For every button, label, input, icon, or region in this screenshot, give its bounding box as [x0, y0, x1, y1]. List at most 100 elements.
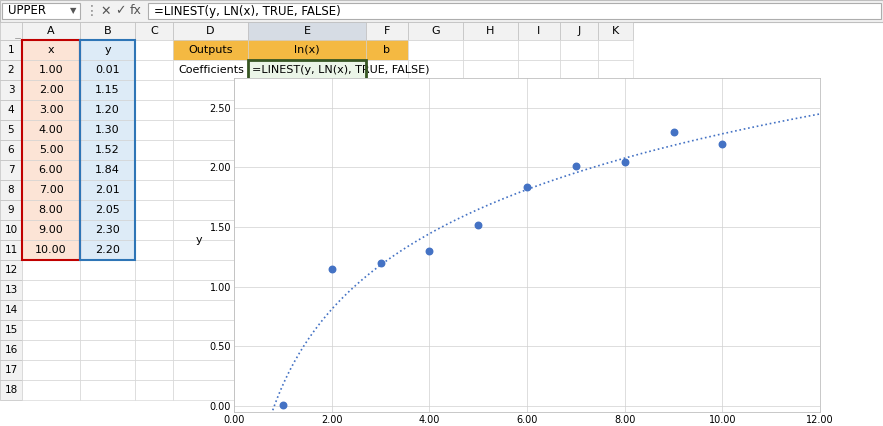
Bar [518, 320, 560, 340]
Text: =LINEST(y, LN(x), TRUE, FALSE): =LINEST(y, LN(x), TRUE, FALSE) [252, 65, 429, 75]
Bar [173, 340, 248, 360]
Text: =LINEST(y, LN(x), TRUE, FALSE): =LINEST(y, LN(x), TRUE, FALSE) [154, 5, 341, 17]
Text: 9: 9 [8, 205, 14, 215]
Bar [173, 300, 248, 320]
Bar [0, 40, 22, 60]
Text: 9.00: 9.00 [39, 225, 64, 235]
Bar [518, 380, 560, 400]
Text: 13: 13 [4, 285, 18, 295]
Bar [366, 280, 408, 300]
Text: 2.30: 2.30 [95, 225, 120, 235]
Bar [22, 260, 80, 280]
Bar [80, 360, 135, 380]
Bar [0, 120, 22, 140]
Bar [560, 22, 598, 40]
Bar [598, 140, 633, 160]
Text: 5.00: 5.00 [39, 145, 64, 155]
Bar [80, 40, 135, 60]
Bar [408, 200, 463, 220]
Point [325, 265, 339, 272]
Bar [0, 60, 22, 80]
Bar [80, 200, 135, 220]
Bar [135, 180, 173, 200]
Bar [560, 40, 598, 60]
Bar [518, 180, 560, 200]
Bar [366, 240, 408, 260]
Bar [135, 40, 173, 60]
Bar [598, 300, 633, 320]
Bar [80, 220, 135, 240]
Bar [248, 60, 366, 80]
Bar [0, 360, 22, 380]
Bar [0, 22, 22, 40]
Bar [463, 320, 518, 340]
Bar [598, 340, 633, 360]
Bar [22, 360, 80, 380]
Bar [135, 320, 173, 340]
Bar [518, 240, 560, 260]
Bar [135, 120, 173, 140]
Text: E: E [304, 26, 311, 36]
Bar [463, 380, 518, 400]
Text: 2.05: 2.05 [95, 205, 120, 215]
Bar [135, 200, 173, 220]
Bar [408, 280, 463, 300]
Bar [173, 260, 248, 280]
Text: 14: 14 [4, 305, 18, 315]
Bar [22, 140, 80, 160]
Bar [560, 280, 598, 300]
Text: D: D [207, 26, 215, 36]
Bar [598, 200, 633, 220]
Text: ✓: ✓ [115, 5, 125, 17]
Bar [518, 260, 560, 280]
Text: 8: 8 [8, 185, 14, 195]
Bar [0, 180, 22, 200]
Bar [408, 60, 463, 80]
Bar [173, 360, 248, 380]
Bar [463, 100, 518, 120]
Text: K: K [612, 26, 619, 36]
Text: ln(x): ln(x) [294, 45, 320, 55]
Text: C: C [150, 26, 158, 36]
Text: b: b [383, 45, 390, 55]
Bar [598, 22, 633, 40]
Text: 10.00: 10.00 [35, 245, 67, 255]
Bar [463, 280, 518, 300]
Bar [173, 240, 248, 260]
Bar [135, 22, 173, 40]
Bar [463, 260, 518, 280]
Bar [408, 22, 463, 40]
Bar [518, 100, 560, 120]
Text: 1.30: 1.30 [95, 125, 120, 135]
Bar [135, 380, 173, 400]
Bar [248, 120, 366, 140]
Bar [80, 260, 135, 280]
Text: 5: 5 [8, 125, 14, 135]
Bar [173, 120, 248, 140]
Bar [560, 80, 598, 100]
Text: 11: 11 [4, 245, 18, 255]
Bar [518, 280, 560, 300]
Point [374, 259, 388, 266]
Bar [22, 40, 80, 260]
Bar [173, 22, 248, 40]
Bar [598, 220, 633, 240]
Bar [560, 60, 598, 80]
Bar [173, 180, 248, 200]
Bar [408, 40, 463, 60]
Bar [248, 80, 366, 100]
Bar [2, 3, 80, 19]
Text: 10: 10 [4, 225, 18, 235]
Bar [135, 360, 173, 380]
Bar [135, 280, 173, 300]
Bar [248, 320, 366, 340]
Bar [135, 240, 173, 260]
Bar [248, 360, 366, 380]
Bar [173, 60, 248, 80]
Text: F: F [384, 26, 390, 36]
Bar [463, 340, 518, 360]
Bar [80, 340, 135, 360]
Bar [135, 220, 173, 240]
Bar [248, 160, 366, 180]
Bar [22, 60, 80, 80]
